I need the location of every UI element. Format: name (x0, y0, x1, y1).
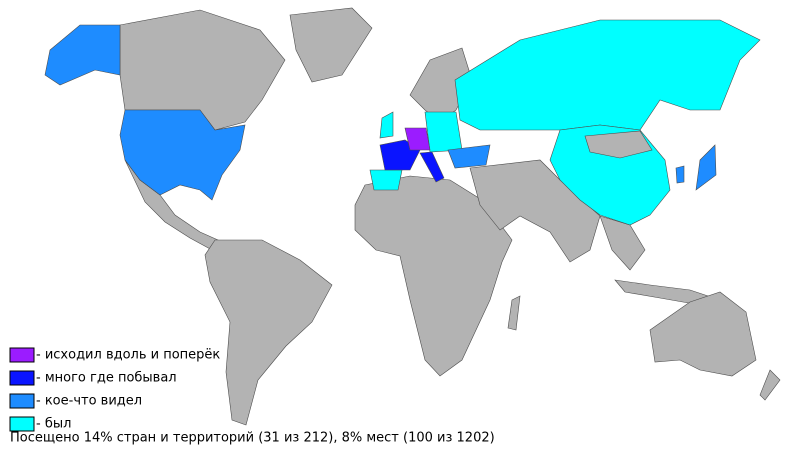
legend-swatch (9, 347, 35, 363)
middle-east-india (469, 159, 601, 263)
germany (404, 127, 431, 151)
alaska (44, 24, 121, 86)
legend-label: - кое-что видел (36, 394, 142, 409)
legend-swatch (9, 393, 35, 409)
legend-label: - много где побывал (36, 371, 177, 386)
legend-label: - исходил вдоль и поперёк (36, 348, 220, 363)
canada (119, 9, 286, 131)
legend-swatch (9, 370, 35, 386)
korea (675, 165, 685, 184)
madagascar (507, 295, 521, 331)
legend-label: - был (36, 417, 71, 432)
australia (649, 291, 757, 377)
map-visited (44, 19, 761, 226)
greenland (289, 7, 373, 83)
spain (369, 169, 403, 191)
italy (419, 151, 445, 183)
new-zealand (759, 369, 781, 401)
uk (379, 111, 394, 139)
africa (354, 175, 513, 377)
usa (119, 109, 246, 201)
mongolia (584, 130, 653, 159)
japan (695, 144, 717, 191)
footer-note: Посещено 14% стран и территорий (31 из 2… (10, 431, 495, 446)
legend-swatch (9, 416, 35, 432)
south-america (204, 239, 333, 426)
turkey-region (447, 144, 491, 169)
southeast-asia (599, 215, 646, 271)
legend: - исходил вдоль и поперёк - много где поб… (9, 347, 220, 432)
eastern-europe (424, 111, 463, 153)
map-land (119, 7, 781, 426)
russia (454, 19, 761, 131)
